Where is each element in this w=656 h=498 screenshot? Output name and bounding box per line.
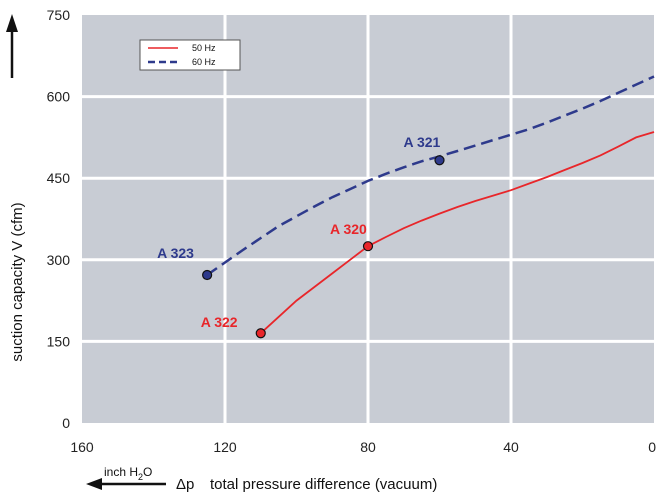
y-axis-ticks: 0 150 300 450 600 750 [47, 7, 71, 431]
x-tick-label: 160 [70, 439, 94, 455]
point-a321 [434, 155, 445, 166]
legend-label-60hz: 60 Hz [192, 57, 216, 67]
data-points: A 322 A 320 A 323 A 321 [157, 134, 445, 339]
series-line-60hz [206, 75, 655, 277]
y-tick-label: 0 [62, 415, 70, 431]
point-a320 [362, 241, 374, 252]
y-tick-label: 150 [47, 333, 71, 349]
x-tick-label: 120 [213, 439, 237, 455]
point-label: A 320 [330, 221, 367, 237]
y-tick-label: 450 [47, 170, 71, 186]
y-axis-title: suction capacity V (cfm) [9, 202, 26, 361]
y-tick-label: 600 [47, 89, 71, 105]
up-arrow-icon [6, 14, 18, 32]
series-lines [206, 75, 655, 334]
y-tick-label: 300 [47, 252, 71, 268]
x-axis-title: total pressure difference (vacuum) [210, 476, 437, 493]
x-tick-label: 40 [503, 439, 519, 455]
x-tick-label: 0 [648, 439, 656, 455]
x-axis-ticks: 160 120 80 40 0 [70, 439, 656, 455]
point-label: A 323 [157, 245, 194, 261]
point-label: A 321 [404, 134, 441, 150]
grid [82, 15, 654, 423]
point-a322 [255, 328, 266, 339]
x-axis-symbol: Δp [176, 476, 194, 493]
legend: 50 Hz 60 Hz [139, 39, 241, 71]
series-line-50hz [260, 131, 655, 334]
point-a323 [202, 269, 213, 281]
y-tick-label: 750 [47, 7, 71, 23]
x-tick-label: 80 [360, 439, 376, 455]
legend-box [139, 39, 241, 71]
point-label: A 322 [201, 314, 238, 330]
left-arrow-icon [86, 478, 102, 490]
x-axis-unit: inch H2O [104, 465, 152, 482]
legend-label-50hz: 50 Hz [192, 43, 216, 53]
